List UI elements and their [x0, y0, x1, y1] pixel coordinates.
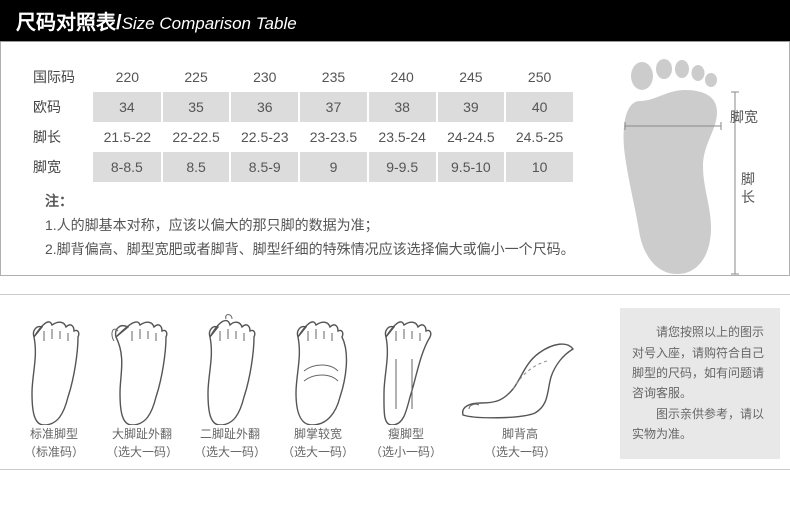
- row-label: 脚宽: [15, 152, 93, 182]
- bottom-divider: [0, 469, 790, 470]
- note-block: 注： 1.人的脚基本对称，应该以偏大的那只脚的数据为准； 2.脚背偏高、脚型宽肥或…: [15, 190, 575, 261]
- cell: 9: [299, 152, 368, 182]
- size-table-wrap: 国际码220225230235240245250欧码34353637383940…: [15, 62, 575, 261]
- cell: 34: [93, 92, 162, 122]
- foot-title: 脚背高: [450, 425, 590, 443]
- foot-col: 脚背高（选大一码）: [450, 305, 590, 461]
- length-label-2: 长: [741, 189, 755, 205]
- foot-title: 二脚趾外翻: [186, 425, 274, 443]
- foot-sub: （标准码）: [10, 443, 98, 461]
- foot-sub: （选大一码）: [274, 443, 362, 461]
- foot-title: 大脚趾外翻: [98, 425, 186, 443]
- row-label: 欧码: [15, 92, 93, 122]
- feet-row: 标准脚型（标准码）大脚趾外翻（选大一码）二脚趾外翻（选大一码）脚掌较宽（选大一码…: [10, 305, 590, 461]
- title-main: 尺码对照表/: [16, 12, 122, 34]
- foot-top-icon: [186, 305, 274, 425]
- foot-top-icon: [362, 305, 450, 425]
- main-panel: 国际码220225230235240245250欧码34353637383940…: [0, 42, 790, 276]
- footprint-icon: 脚宽 脚 长: [595, 56, 765, 286]
- foot-top-icon: [274, 305, 362, 425]
- cell: 235: [299, 62, 368, 92]
- note-label: 注：: [45, 193, 73, 209]
- cell: 8.5-9: [230, 152, 299, 182]
- cell: 38: [368, 92, 437, 122]
- table-row: 国际码220225230235240245250: [15, 62, 574, 92]
- cell: 8.5: [162, 152, 231, 182]
- cell: 9-9.5: [368, 152, 437, 182]
- foot-col: 瘦脚型（选小一码）: [362, 305, 450, 461]
- row-label: 国际码: [15, 62, 93, 92]
- foot-sub: （选大一码）: [186, 443, 274, 461]
- info-p2: 图示亲供参考，请以实物为准。: [632, 404, 768, 445]
- info-box: 请您按照以上的图示对号入座，请购符合自己脚型的尺码，如有问题请咨询客服。 图示亲…: [620, 308, 780, 458]
- title-sub: Size Comparison Table: [122, 14, 297, 33]
- cell: 245: [437, 62, 506, 92]
- cell: 10: [505, 152, 574, 182]
- cell: 8-8.5: [93, 152, 162, 182]
- cell: 240: [368, 62, 437, 92]
- foot-title: 标准脚型: [10, 425, 98, 443]
- cell: 39: [437, 92, 506, 122]
- size-table: 国际码220225230235240245250欧码34353637383940…: [15, 62, 575, 182]
- foot-title: 脚掌较宽: [274, 425, 362, 443]
- cell: 9.5-10: [437, 152, 506, 182]
- foot-sub: （选大一码）: [450, 443, 590, 461]
- cell: 24.5-25: [505, 122, 574, 152]
- table-row: 脚宽8-8.58.58.5-999-9.59.5-1010: [15, 152, 574, 182]
- width-label: 脚宽: [730, 109, 758, 125]
- cell: 220: [93, 62, 162, 92]
- cell: 230: [230, 62, 299, 92]
- foot-diagram: 脚宽 脚 长: [575, 62, 775, 261]
- table-row: 欧码34353637383940: [15, 92, 574, 122]
- foot-col: 二脚趾外翻（选大一码）: [186, 305, 274, 461]
- foot-col: 脚掌较宽（选大一码）: [274, 305, 362, 461]
- title-bar: 尺码对照表/Size Comparison Table: [0, 0, 790, 42]
- foot-top-icon: [10, 305, 98, 425]
- cell: 37: [299, 92, 368, 122]
- cell: 35: [162, 92, 231, 122]
- cell: 40: [505, 92, 574, 122]
- foot-col: 标准脚型（标准码）: [10, 305, 98, 461]
- cell: 21.5-22: [93, 122, 162, 152]
- cell: 250: [505, 62, 574, 92]
- info-p1: 请您按照以上的图示对号入座，请购符合自己脚型的尺码，如有问题请咨询客服。: [632, 322, 768, 404]
- foot-top-icon: [98, 305, 186, 425]
- note-line-2: 2.脚背偏高、脚型宽肥或者脚背、脚型纤细的特殊情况应该选择偏大或偏小一个尺码。: [45, 238, 575, 262]
- note-line-1: 1.人的脚基本对称，应该以偏大的那只脚的数据为准；: [45, 214, 575, 238]
- row-label: 脚长: [15, 122, 93, 152]
- foot-sub: （选小一码）: [362, 443, 450, 461]
- cell: 24-24.5: [437, 122, 506, 152]
- lower-panel: 标准脚型（标准码）大脚趾外翻（选大一码）二脚趾外翻（选大一码）脚掌较宽（选大一码…: [0, 294, 790, 461]
- cell: 22.5-23: [230, 122, 299, 152]
- cell: 22-22.5: [162, 122, 231, 152]
- cell: 23.5-24: [368, 122, 437, 152]
- table-row: 脚长21.5-2222-22.522.5-2323-23.523.5-2424-…: [15, 122, 574, 152]
- foot-side-icon: [450, 305, 590, 425]
- foot-title: 瘦脚型: [362, 425, 450, 443]
- cell: 23-23.5: [299, 122, 368, 152]
- foot-col: 大脚趾外翻（选大一码）: [98, 305, 186, 461]
- cell: 36: [230, 92, 299, 122]
- foot-sub: （选大一码）: [98, 443, 186, 461]
- cell: 225: [162, 62, 231, 92]
- length-label-1: 脚: [741, 171, 755, 187]
